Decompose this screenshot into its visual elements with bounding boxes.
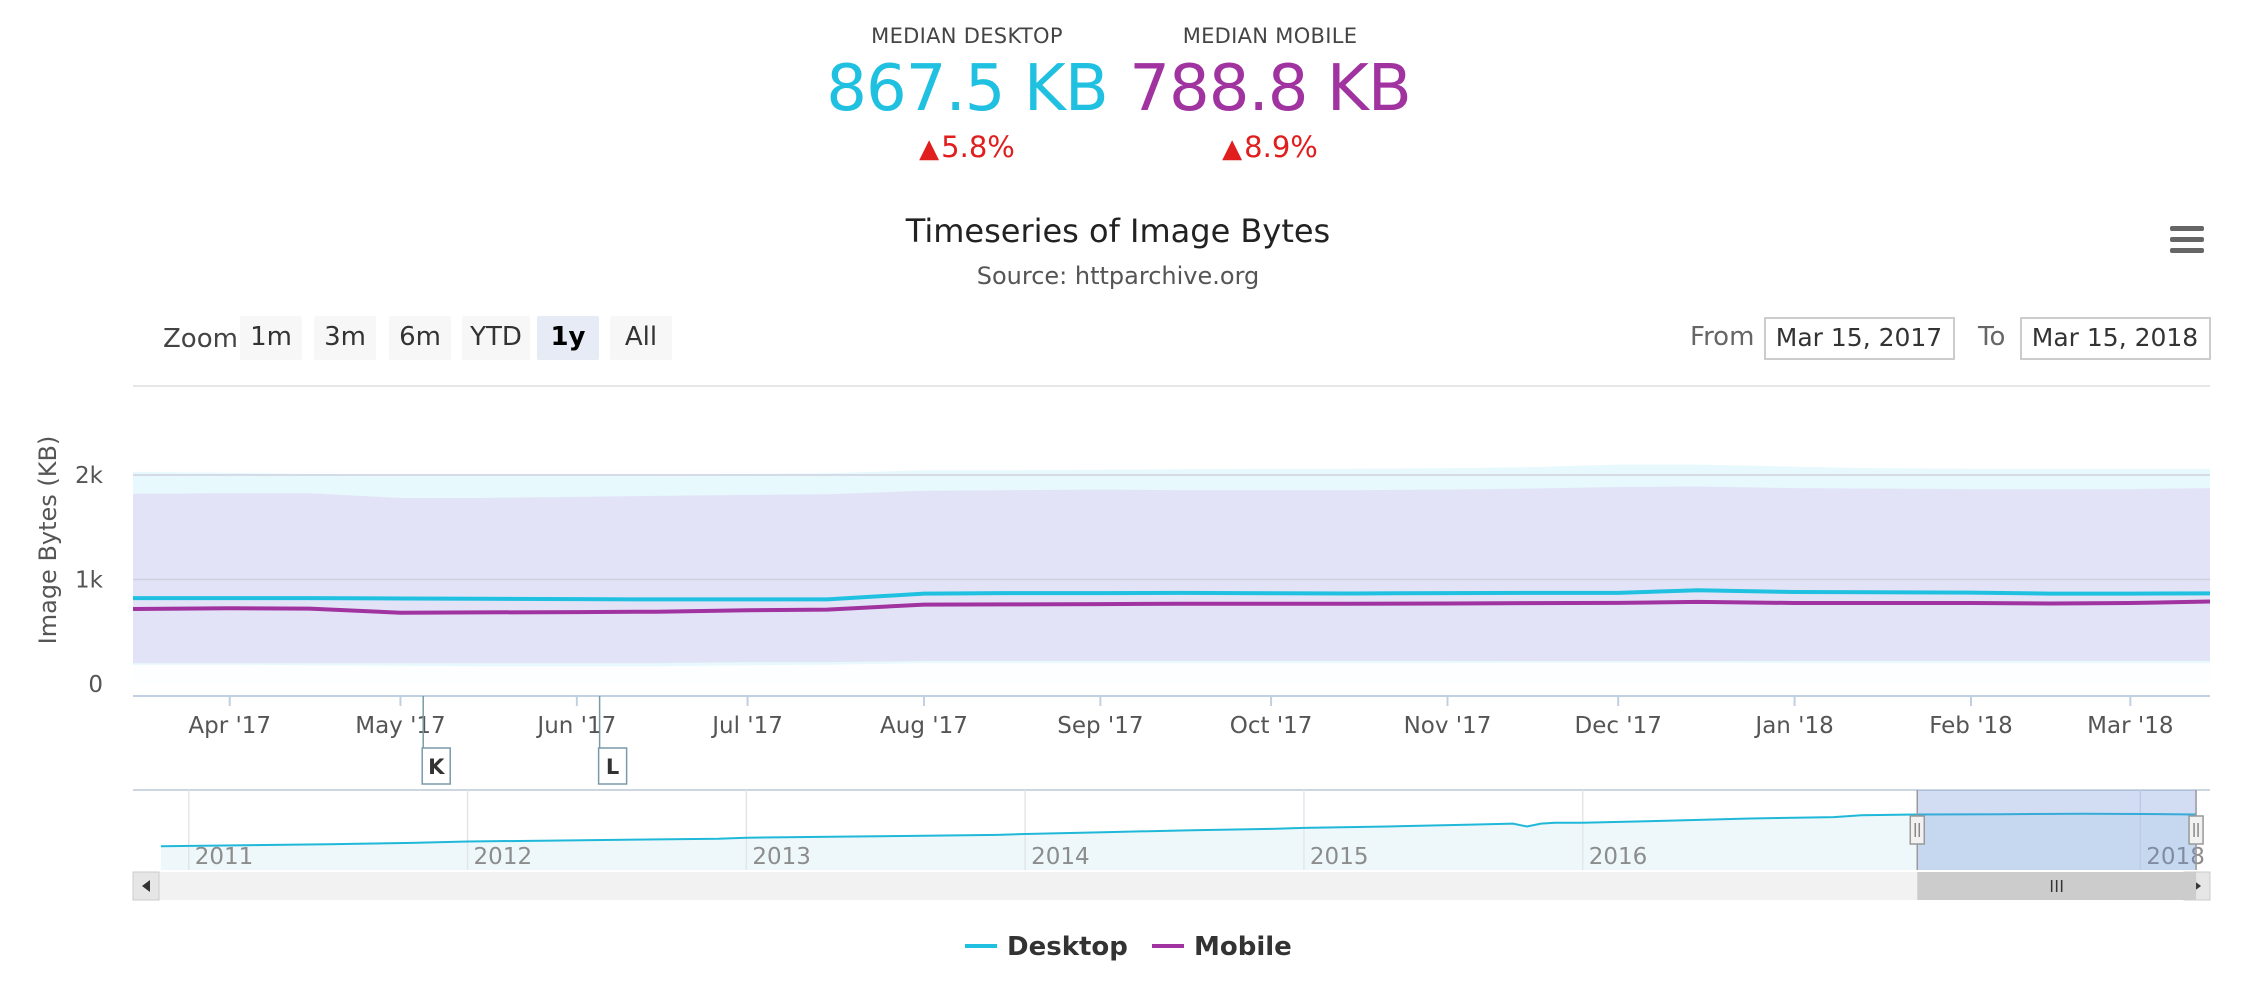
y-tick-label: 2k	[75, 463, 104, 489]
legend-item-desktop[interactable]: Desktop	[965, 932, 1128, 962]
zoom-label: Zoom	[163, 324, 238, 354]
to-date-value[interactable]: Mar 15, 2018	[2032, 323, 2198, 352]
legend-label[interactable]: Mobile	[1194, 932, 1292, 962]
flag-box[interactable]	[597, 747, 628, 785]
to-label: To	[1977, 322, 2005, 352]
navigator-year-label: 2016	[1589, 844, 1648, 870]
zoom-button-1m[interactable]: 1m	[240, 316, 302, 360]
zoom-button-6m[interactable]: 6m	[389, 316, 451, 360]
hamburger-menu-icon[interactable]	[2168, 222, 2206, 256]
legend: Desktop Mobile	[965, 932, 1292, 962]
median-desktop-change: ▲5.8%	[817, 130, 1117, 164]
zoom-button-bg[interactable]	[462, 316, 530, 360]
x-tick-label: May '17	[355, 713, 445, 739]
zoom-button-label[interactable]: 6m	[399, 322, 441, 352]
navigator-year-label: 2013	[752, 844, 811, 870]
scrollbar[interactable]	[132, 871, 2211, 901]
navigator-year-label: 2018	[2146, 844, 2205, 870]
zoom-button-3m[interactable]: 3m	[314, 316, 376, 360]
x-tick-label: Apr '17	[188, 713, 271, 739]
median-mobile-label: MEDIAN MOBILE	[1182, 24, 1358, 48]
zoom-button-bg[interactable]	[240, 316, 302, 360]
navigator-year-label: 2011	[195, 844, 254, 870]
flag-k[interactable]: K	[421, 696, 451, 785]
x-tick-label: Mar '18	[2087, 713, 2173, 739]
flag-l[interactable]: L	[597, 696, 628, 785]
navigator-area	[160, 813, 2197, 870]
to-date-input[interactable]: Mar 15, 2018	[2020, 317, 2211, 360]
median-mobile-stat: MEDIAN MOBILE 788.8 KB ▲8.9%	[1120, 24, 1420, 164]
median-mobile-value: 788.8 KB	[1129, 52, 1411, 126]
legend-item-mobile[interactable]: Mobile	[1152, 932, 1292, 962]
series-range-band-mobile	[133, 486, 2210, 664]
zoom-button-bg[interactable]	[610, 316, 672, 360]
zoom-button-1y[interactable]: 1y	[537, 316, 599, 360]
flag-label[interactable]: K	[428, 755, 445, 779]
x-tick-label: Aug '17	[880, 713, 968, 739]
zoom-button-label[interactable]: 3m	[324, 322, 366, 352]
x-tick-label: Jun '17	[535, 713, 616, 739]
y-tick-label: 1k	[75, 568, 104, 594]
handle-grip[interactable]	[2188, 815, 2204, 845]
zoom-button-label[interactable]: YTD	[469, 322, 522, 352]
navigator-left-handle[interactable]	[1909, 790, 1926, 870]
flag-box[interactable]	[421, 747, 451, 785]
x-tick-label: Jan '18	[1753, 713, 1833, 739]
zoom-button-label[interactable]: 1m	[250, 322, 292, 352]
chart-subtitle: Source: httparchive.org	[977, 262, 1260, 290]
legend-label[interactable]: Desktop	[1007, 932, 1128, 962]
zoom-button-bg[interactable]	[537, 316, 599, 360]
median-desktop-label: MEDIAN DESKTOP	[871, 24, 1063, 48]
up-triangle-icon: ▲	[1222, 134, 1243, 164]
navigator-series-line	[160, 812, 2197, 848]
from-date-input[interactable]: Mar 15, 2017	[1764, 317, 1955, 360]
from-date-value[interactable]: Mar 15, 2017	[1776, 323, 1942, 352]
arrow-left-icon	[142, 880, 150, 892]
navigator-right-handle[interactable]	[2188, 790, 2204, 870]
x-tick-label: Oct '17	[1230, 713, 1313, 739]
zoom-button-label[interactable]: All	[625, 322, 657, 352]
median-desktop-stat: MEDIAN DESKTOP 867.5 KB ▲5.8%	[817, 24, 1117, 164]
navigator-year-label: 2014	[1031, 844, 1090, 870]
plot-area: 0 1k 2k Apr '17 May '17 Jun '17 Jul '17 Aug '17…	[75, 463, 2211, 785]
up-triangle-icon: ▲	[919, 134, 940, 164]
navigator-year-label: 2012	[474, 844, 533, 870]
flag-label[interactable]: L	[606, 755, 619, 779]
x-tick-label: Sep '17	[1057, 713, 1143, 739]
y-axis-label: Image Bytes (KB)	[34, 436, 62, 645]
series-line-mobile	[132, 599, 2211, 615]
x-tick-label: Nov '17	[1404, 713, 1492, 739]
zoom-button-ytd[interactable]: YTD	[462, 316, 530, 360]
zoom-buttons: 1m 3m 6m YTD 1y All	[240, 316, 672, 360]
zoom-button-all[interactable]: All	[610, 316, 672, 360]
x-tick-label: Dec '17	[1574, 713, 1661, 739]
from-label: From	[1690, 322, 1754, 352]
median-desktop-value: 867.5 KB	[826, 52, 1108, 126]
median-desktop-change-value: 5.8%	[941, 130, 1015, 164]
scrollbar-track[interactable]	[133, 872, 2210, 900]
navigator: 2011 2012 2013 2014 2015 2016 2018	[133, 789, 2210, 870]
handle-grip[interactable]	[1909, 815, 1926, 845]
median-mobile-change: ▲8.9%	[1120, 130, 1420, 164]
x-tick-label: Jul '17	[710, 713, 783, 739]
scrollbar-thumb[interactable]	[1917, 872, 2197, 900]
series-line-desktop	[133, 588, 2211, 602]
chart-title: Timeseries of Image Bytes	[905, 212, 1330, 250]
navigator-selection[interactable]	[1917, 790, 2197, 870]
zoom-button-bg[interactable]	[314, 316, 376, 360]
scroll-left-button[interactable]	[132, 871, 160, 901]
x-tick-label: Feb '18	[1929, 713, 2013, 739]
y-tick-label: 0	[88, 672, 103, 698]
zoom-button-label[interactable]: 1y	[550, 322, 585, 352]
median-mobile-change-value: 8.9%	[1244, 130, 1318, 164]
zoom-button-bg[interactable]	[389, 316, 451, 360]
navigator-year-label: 2015	[1310, 844, 1369, 870]
